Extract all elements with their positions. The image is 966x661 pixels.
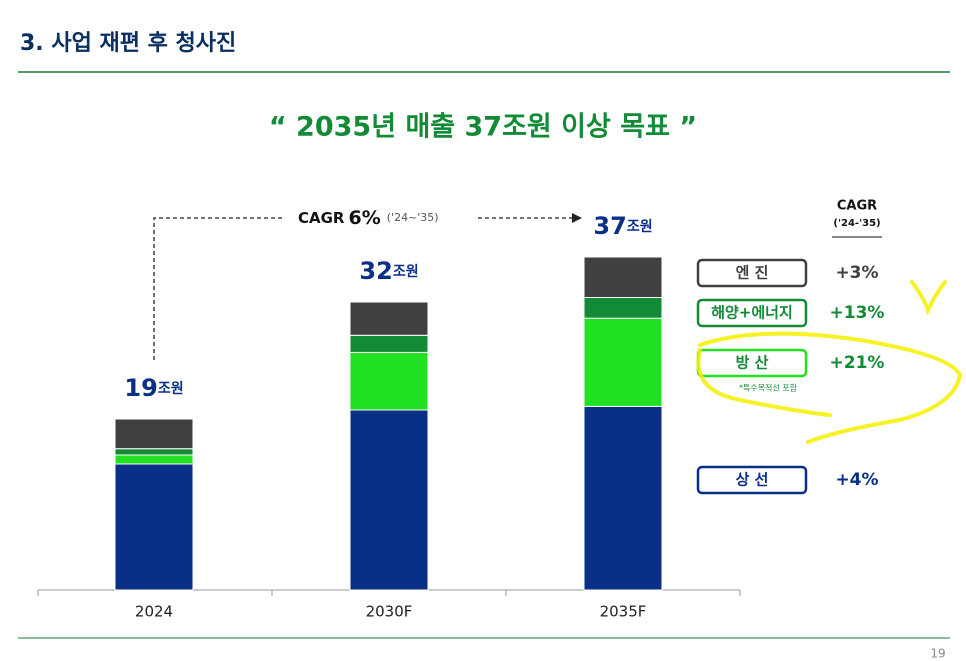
arrow-head	[572, 213, 582, 223]
legend-label: 엔 진	[736, 264, 769, 282]
cagr-annotation-label: CAGR	[298, 209, 345, 227]
bar-segment	[349, 351, 429, 411]
total-label: 37조원	[593, 212, 652, 240]
legend-box	[696, 298, 808, 328]
legend-note: *특수목적선 포함	[739, 383, 798, 393]
header: 3. 사업 재편 후 청사진	[20, 31, 236, 56]
bar-segment	[583, 317, 663, 407]
legend-box	[696, 465, 808, 495]
legend-label: 방 산	[736, 354, 769, 372]
bar-segment	[349, 334, 429, 353]
bar-segment	[114, 454, 194, 465]
bar-segment	[583, 405, 663, 591]
cagr-annotation: CAGR 6% ('24~'35)	[298, 207, 439, 229]
total-value: 37	[593, 212, 626, 240]
bar-segment	[114, 463, 194, 591]
chart-title: “ 2035년 매출 37조원 이상 목표 ”	[269, 112, 697, 143]
total-value: 19	[124, 374, 157, 402]
cagr-annotation-value: 6%	[348, 207, 380, 229]
legend-box	[696, 258, 808, 288]
bar-segment	[349, 301, 429, 336]
total-label: 32조원	[359, 257, 418, 285]
legend-cagr: +13%	[830, 303, 885, 323]
cagr-period: ('24-'35)	[833, 218, 880, 229]
legend-label: 상 선	[736, 471, 769, 489]
total-unit: 조원	[627, 219, 653, 235]
x-tick-label: 2024	[135, 603, 173, 621]
legend-cagr: +3%	[835, 263, 878, 283]
x-tick-label: 2030F	[366, 603, 413, 621]
cagr-header: CAGR	[837, 199, 877, 214]
total-label: 19조원	[124, 374, 183, 402]
legend-cagr: +21%	[830, 353, 885, 373]
cagr-line	[153, 217, 282, 360]
bar-segment	[583, 256, 663, 298]
total-unit: 조원	[393, 264, 419, 280]
cagr-annotation-period: ('24~'35)	[387, 211, 439, 224]
total-value: 32	[359, 257, 392, 285]
legend-cagr: +4%	[835, 470, 878, 490]
highlight-scribble	[696, 280, 963, 444]
bar-segment	[114, 448, 194, 456]
bar-segment	[583, 297, 663, 319]
page-number: 19	[930, 647, 945, 661]
bar-segment	[349, 409, 429, 591]
total-unit: 조원	[158, 381, 184, 397]
x-tick-label: 2035F	[600, 603, 647, 621]
legend-label: 해양+에너지	[711, 304, 793, 322]
bar-segment	[114, 418, 194, 450]
